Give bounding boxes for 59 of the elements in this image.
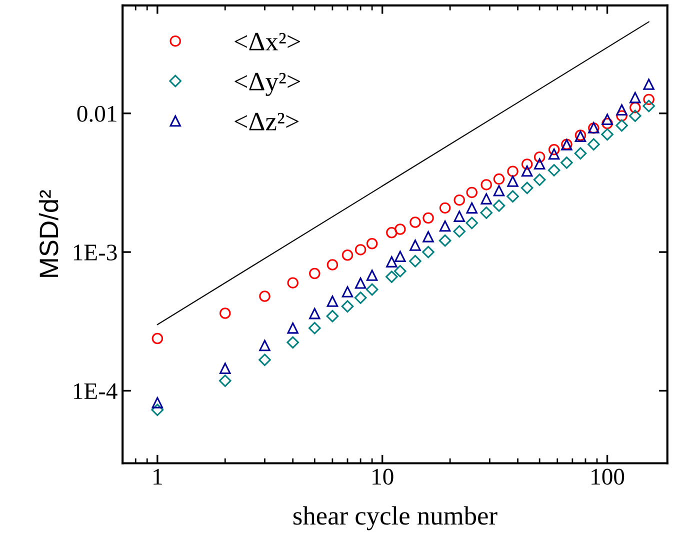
point — [602, 114, 613, 126]
point — [507, 166, 518, 177]
point — [548, 144, 560, 156]
point — [466, 186, 478, 198]
point — [588, 138, 600, 150]
point — [492, 200, 506, 212]
point — [616, 104, 628, 116]
point — [466, 216, 478, 230]
point — [630, 102, 641, 114]
point — [342, 286, 354, 298]
point — [520, 182, 534, 194]
point — [354, 244, 366, 256]
y-tick-label: 1E-4 — [74, 383, 118, 399]
point — [643, 94, 654, 106]
point — [560, 156, 573, 169]
point — [326, 310, 339, 322]
point — [574, 147, 587, 160]
point — [409, 254, 422, 268]
point — [601, 128, 614, 141]
point — [326, 296, 338, 307]
point — [493, 173, 505, 185]
point — [410, 216, 421, 228]
point — [341, 300, 354, 313]
point — [616, 119, 628, 132]
point — [326, 259, 338, 270]
point — [548, 164, 560, 176]
point — [507, 176, 518, 187]
legend-label: <Δy²> — [234, 72, 300, 96]
y-axis-title: MSD/d² — [38, 190, 58, 277]
x-axis-title: shear cycle number — [293, 506, 498, 530]
y-tick-label: 0.01 — [77, 106, 116, 122]
point — [493, 185, 505, 196]
x-tick-label: 10 — [372, 468, 394, 485]
point — [642, 100, 655, 112]
point — [534, 158, 546, 170]
point — [422, 212, 434, 224]
legend-label: <Δx²> — [234, 32, 300, 50]
point — [506, 190, 519, 203]
point — [342, 250, 354, 261]
point — [533, 174, 546, 186]
point — [534, 151, 546, 163]
point — [422, 246, 434, 258]
legend-label: <Δz²> — [234, 112, 299, 130]
point — [410, 240, 421, 251]
point — [548, 148, 560, 160]
x-tick-label: 1 — [154, 468, 162, 484]
point — [422, 231, 434, 242]
x-tick-label: 100 — [592, 468, 624, 485]
point — [602, 118, 613, 130]
point — [466, 202, 478, 214]
point — [521, 158, 533, 170]
point — [354, 292, 367, 304]
point — [630, 92, 641, 104]
point — [521, 165, 533, 177]
point — [354, 277, 366, 289]
point — [616, 110, 628, 122]
point — [643, 78, 654, 90]
y-tick-label: 1E-3 — [74, 244, 117, 260]
point — [628, 110, 642, 122]
